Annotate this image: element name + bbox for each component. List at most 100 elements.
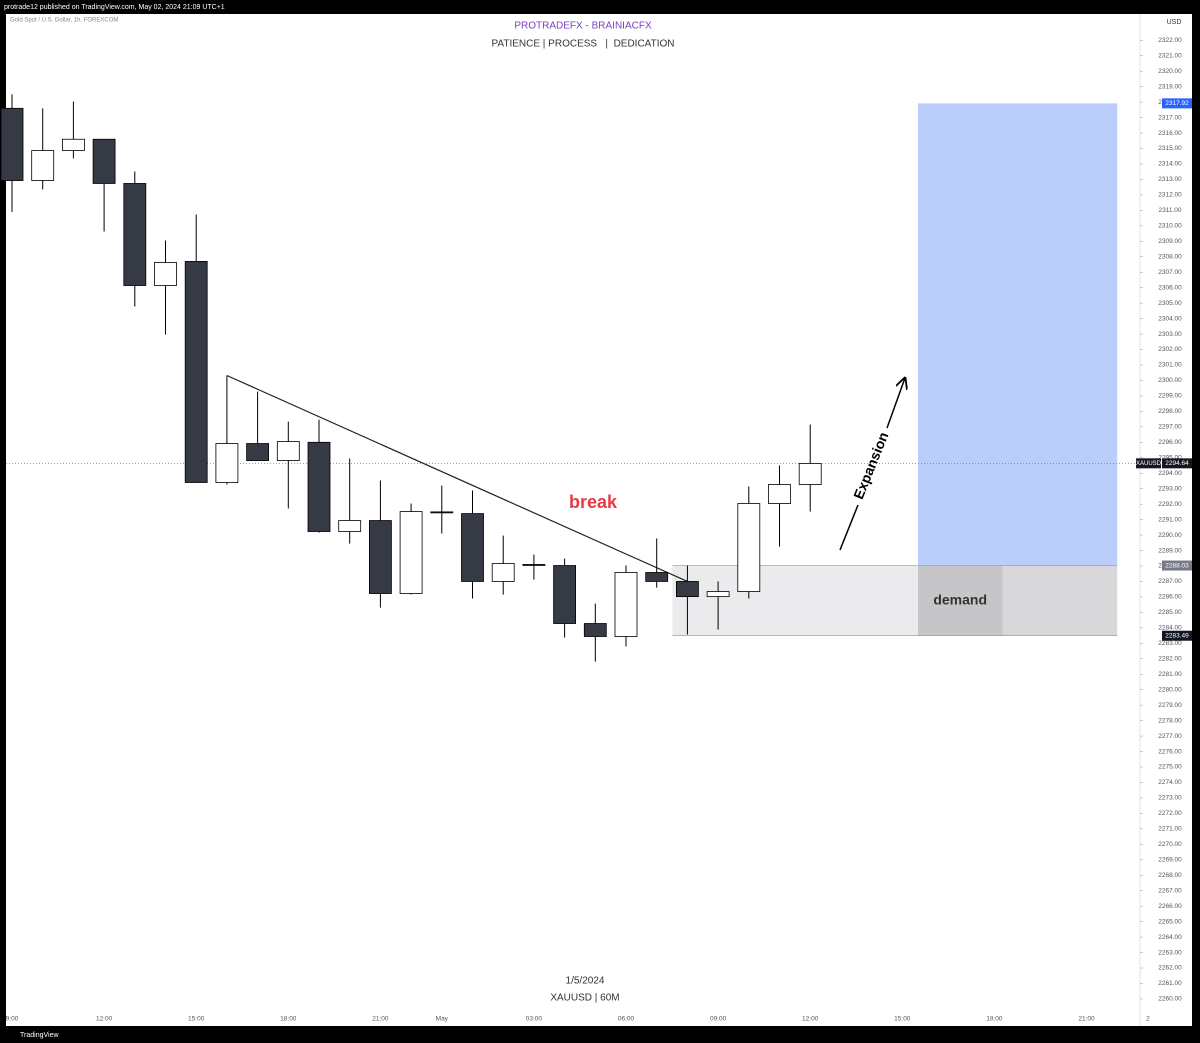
y-tick-label: 2312.00 (1158, 192, 1182, 199)
candle-body (430, 511, 454, 514)
header: protrade12 published on TradingView.com,… (4, 4, 225, 11)
x-tick-label: 18:00 (280, 1016, 297, 1023)
candle-body (276, 441, 300, 461)
candle-body (768, 484, 791, 504)
last-price-label-bg (1162, 458, 1192, 469)
y-tick-label: 2272.00 (1158, 810, 1182, 817)
target-zone (918, 103, 1118, 566)
y-tick-label: 2321.00 (1158, 52, 1182, 59)
x-tick-label: 06:00 (618, 1016, 635, 1023)
y-tick-label: 2291.00 (1158, 516, 1182, 523)
y-tick-label: 2300.00 (1158, 377, 1182, 384)
x-tick-label: 18:00 (986, 1016, 1003, 1023)
y-tick-label: 2302.00 (1158, 346, 1182, 353)
y-tick-label: 2277.00 (1158, 733, 1182, 740)
demand-zone (672, 565, 918, 636)
candle-body (307, 441, 331, 532)
y-tick-label: 2286.00 (1158, 594, 1182, 601)
y-tick-label: 2316.00 (1158, 130, 1182, 137)
candle-body (553, 565, 576, 624)
y-tick-label: 2317.00 (1158, 114, 1182, 121)
candle-body (491, 563, 515, 582)
chart-subtitle: PATIENCE | PROCESS | DEDICATION (492, 39, 675, 50)
candle-body (215, 443, 239, 483)
candle-body (154, 262, 177, 286)
candle-body (676, 581, 699, 598)
y-tick-label: 2299.00 (1158, 393, 1182, 400)
candle-body (246, 443, 270, 461)
currency: USD (1167, 19, 1182, 26)
y-tick-label: 2278.00 (1158, 717, 1182, 724)
target-price-label-bg (1162, 98, 1192, 109)
symbol-info: Gold Spot / U.S. Dollar, 1h, FOREXCOM (10, 18, 118, 24)
y-tick-label: 2308.00 (1158, 253, 1182, 260)
y-tick-label: 2261.00 (1158, 980, 1182, 987)
y-tick-label: 2292.00 (1158, 501, 1182, 508)
y-tick-label: 2276.00 (1158, 748, 1182, 755)
y-tick-label: 2322.00 (1158, 37, 1182, 44)
candle-body (645, 572, 669, 582)
y-tick-label: 2320.00 (1158, 68, 1182, 75)
candle-body (184, 260, 208, 483)
y-tick-label: 2275.00 (1158, 764, 1182, 771)
x-tick-label: May (436, 1016, 449, 1023)
stop-price-label: 2283.49 (1165, 632, 1189, 639)
y-tick-label: 2260.00 (1158, 996, 1182, 1003)
stop-price-label-bg (1162, 630, 1192, 641)
y-tick-label: 2311.00 (1158, 207, 1181, 214)
x-tick-label: 09:00 (710, 1016, 727, 1023)
y-tick-label: 2270.00 (1158, 841, 1182, 848)
x-tick-label: 12:00 (96, 1016, 113, 1023)
y-tick-label: 2298.00 (1158, 408, 1182, 415)
y-tick-label: 2305.00 (1158, 300, 1182, 307)
y-tick-label: 2280.00 (1158, 686, 1182, 693)
y-tick-label: 2295.00 (1158, 454, 1182, 461)
x-tick-label: 21:00 (1078, 1016, 1095, 1023)
x-tick-label: 03:00 (526, 1016, 543, 1023)
arrow-tail (839, 504, 859, 551)
candle-body (583, 623, 607, 637)
y-tick-label: 2262.00 (1158, 965, 1182, 972)
y-tick-label: 2269.00 (1158, 857, 1182, 864)
x-tick-label: 15:00 (188, 1016, 205, 1023)
y-tick-label: 2294.00 (1158, 470, 1182, 477)
candle-body (522, 564, 546, 566)
y-tick-label: 2282.00 (1158, 655, 1182, 662)
y-tick-label: 2296.00 (1158, 439, 1182, 446)
x-tick-label: 2 (1146, 1016, 1150, 1023)
y-tick-label: 2268.00 (1158, 872, 1182, 879)
x-tick-label: 15:00 (894, 1016, 911, 1023)
y-tick-label: 2264.00 (1158, 934, 1182, 941)
last-price-label: 2294.64 (1165, 460, 1189, 467)
arrow-head (886, 378, 905, 429)
candle-body (0, 107, 24, 181)
candle-body (338, 520, 362, 532)
y-tick-label: 2319.00 (1158, 83, 1182, 90)
y-tick-label: 2283.00 (1158, 640, 1182, 647)
y-tick-label: 2301.00 (1158, 362, 1182, 369)
candle-body (123, 183, 147, 286)
footer: TradingView (20, 1032, 59, 1039)
y-tick-label: 2271.00 (1158, 826, 1182, 833)
last-price-tag: XAUUSD (1136, 461, 1162, 467)
x-tick-label: 9:00 (6, 1016, 19, 1023)
candle-body (92, 138, 116, 184)
y-tick-label: 2303.00 (1158, 331, 1182, 338)
y-tick-label: 2304.00 (1158, 315, 1182, 322)
y-tick-label: 2263.00 (1158, 949, 1182, 956)
y-tick-label: 2306.00 (1158, 284, 1182, 291)
y-tick-label: 2290.00 (1158, 532, 1182, 539)
candle-body (368, 520, 392, 594)
x-tick-label: 12:00 (802, 1016, 819, 1023)
y-tick-label: 2266.00 (1158, 903, 1182, 910)
y-tick-label: 2285.00 (1158, 609, 1182, 616)
date-label: 1/5/2024 (566, 976, 605, 987)
y-tick-label: 2281.00 (1158, 671, 1182, 678)
trendline (226, 374, 688, 583)
y-tick-label: 2297.00 (1158, 424, 1182, 431)
candle-body (461, 513, 484, 582)
candle-body (614, 572, 638, 637)
x-tick-label: 21:00 (372, 1016, 389, 1023)
y-tick-label: 2313.00 (1158, 176, 1182, 183)
